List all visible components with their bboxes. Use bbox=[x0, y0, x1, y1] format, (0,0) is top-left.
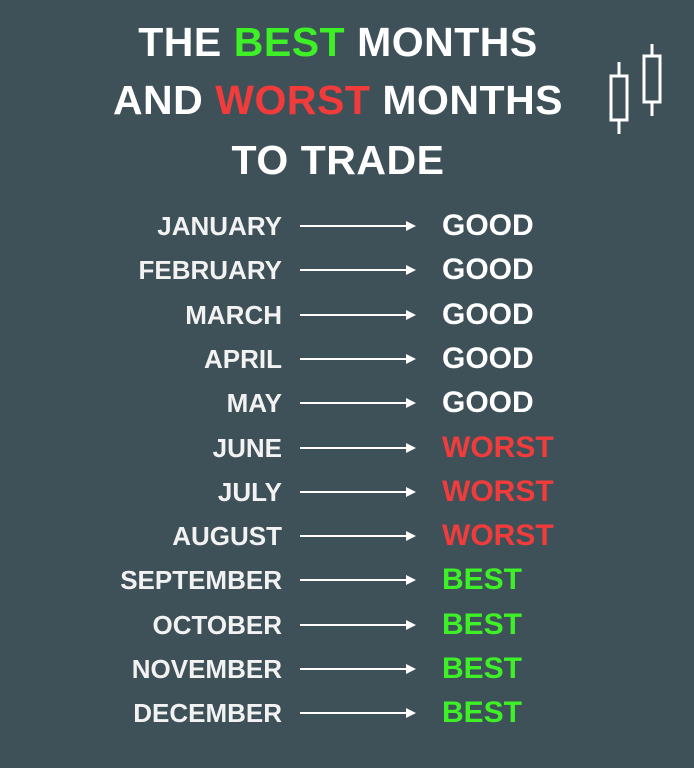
rating: BEST bbox=[442, 652, 523, 685]
month-name: JULY bbox=[217, 476, 282, 507]
arrow bbox=[300, 486, 416, 497]
rating: WORST bbox=[442, 519, 554, 553]
rating: GOOD bbox=[442, 253, 534, 287]
month-row: AUGUST WORST bbox=[0, 516, 694, 556]
rating: GOOD bbox=[442, 209, 534, 242]
arrow bbox=[300, 531, 416, 542]
rating: BEST bbox=[442, 607, 523, 641]
title-word: MONTHS bbox=[382, 77, 564, 123]
arrow bbox=[300, 442, 416, 453]
title-word: TO bbox=[231, 137, 289, 183]
month-name: JUNE bbox=[212, 432, 282, 463]
month-row: JULY WORST bbox=[0, 472, 694, 512]
month-row: DECEMBER BEST bbox=[0, 693, 694, 733]
month-row: APRIL GOOD bbox=[0, 339, 694, 379]
title-word: TRADE bbox=[300, 137, 445, 183]
arrow bbox=[300, 221, 416, 231]
rating: BEST bbox=[442, 563, 523, 597]
title-word: WORST bbox=[215, 77, 371, 123]
rating: GOOD bbox=[442, 341, 534, 375]
month-row: SEPTEMBER BEST bbox=[0, 560, 694, 600]
rating: BEST bbox=[442, 696, 523, 730]
month-row: JANUARY GOOD bbox=[0, 206, 694, 246]
month-name: AUGUST bbox=[172, 521, 282, 552]
rating: GOOD bbox=[442, 297, 534, 331]
month-name: JANUARY bbox=[157, 211, 282, 241]
arrow bbox=[300, 309, 416, 320]
month-row: FEBRUARY GOOD bbox=[0, 250, 694, 290]
month-name: MARCH bbox=[185, 299, 282, 330]
month-row: MARCH GOOD bbox=[0, 295, 694, 335]
month-name: SEPTEMBER bbox=[120, 565, 282, 596]
arrow bbox=[300, 353, 416, 364]
title-word: AND bbox=[112, 77, 204, 123]
title-word: MONTHS bbox=[357, 19, 538, 65]
month-name: OCTOBER bbox=[152, 609, 282, 640]
arrow bbox=[300, 398, 416, 409]
arrow bbox=[300, 619, 416, 630]
month-name: APRIL bbox=[204, 343, 282, 374]
title-line: AND WORST MONTHS bbox=[0, 76, 676, 124]
arrow bbox=[300, 265, 416, 276]
arrow bbox=[300, 575, 416, 586]
title-word: THE bbox=[138, 19, 222, 65]
candlestick-icon bbox=[609, 44, 662, 134]
arrow bbox=[300, 708, 416, 719]
rating: GOOD bbox=[442, 386, 534, 420]
title-word: BEST bbox=[233, 19, 346, 65]
month-row: MAY GOOD bbox=[0, 383, 694, 423]
month-row: NOVEMBER BEST bbox=[0, 649, 694, 689]
month-row: OCTOBER BEST bbox=[0, 605, 694, 645]
month-name: FEBRUARY bbox=[138, 255, 282, 286]
month-row: JUNE WORST bbox=[0, 428, 694, 468]
arrow bbox=[300, 664, 416, 674]
title-line: THE BEST MONTHS bbox=[0, 18, 676, 66]
month-name: NOVEMBER bbox=[131, 654, 282, 684]
title-line: TO TRADE bbox=[0, 136, 676, 184]
month-name: MAY bbox=[226, 388, 282, 419]
rating: WORST bbox=[442, 430, 554, 464]
rating: WORST bbox=[442, 474, 554, 508]
month-name: DECEMBER bbox=[133, 698, 282, 729]
